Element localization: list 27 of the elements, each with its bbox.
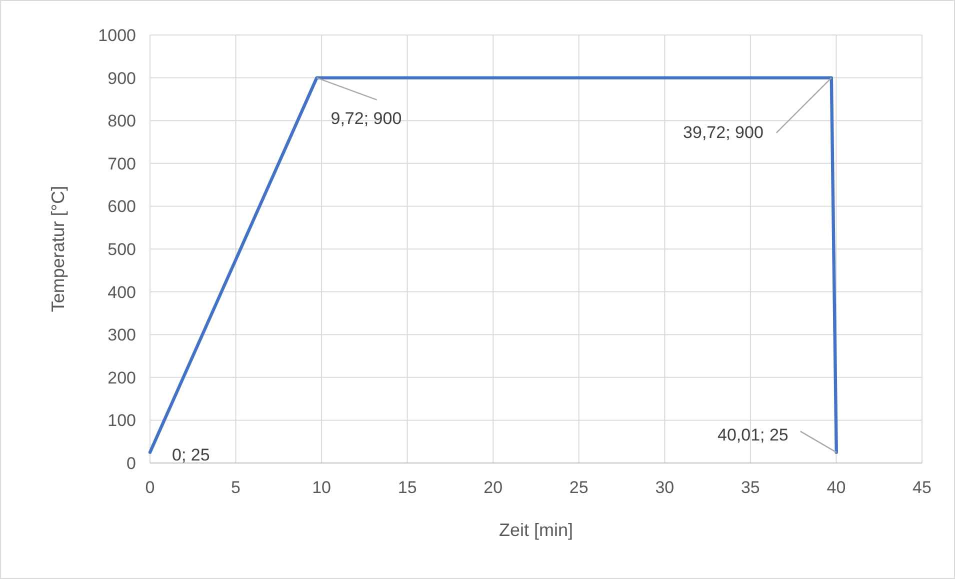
x-tick-label: 5 xyxy=(231,478,241,497)
y-tick-label: 1000 xyxy=(98,26,136,45)
x-tick-label: 35 xyxy=(740,478,760,497)
x-tick-label: 0 xyxy=(145,478,155,497)
data-label: 0; 25 xyxy=(172,445,210,464)
x-tick-label: 40 xyxy=(826,478,846,497)
x-tick-label: 15 xyxy=(398,478,417,497)
y-tick-label: 800 xyxy=(108,112,136,131)
x-axis-title: Zeit [min] xyxy=(498,520,574,540)
y-tick-label: 0 xyxy=(126,454,136,473)
x-tick-label: 45 xyxy=(912,478,932,497)
data-label: 39,72; 900 xyxy=(683,122,764,142)
y-tick-label: 500 xyxy=(108,240,136,259)
y-tick-label: 200 xyxy=(108,368,136,388)
y-tick-label: 600 xyxy=(108,197,136,216)
x-tick-label: 30 xyxy=(655,478,674,497)
x-tick-label: 20 xyxy=(484,478,503,497)
x-tick-label: 10 xyxy=(312,478,332,497)
data-label: 40,01; 25 xyxy=(717,425,788,444)
y-tick-label: 700 xyxy=(108,154,136,174)
data-label: 9,72; 900 xyxy=(330,108,402,128)
y-tick-label: 100 xyxy=(108,411,136,430)
y-axis-title: Temperatur [°C] xyxy=(48,186,68,312)
y-tick-label: 300 xyxy=(108,326,136,345)
y-tick-label: 900 xyxy=(108,68,136,88)
y-tick-label: 400 xyxy=(108,282,136,302)
x-tick-label: 25 xyxy=(569,478,588,497)
